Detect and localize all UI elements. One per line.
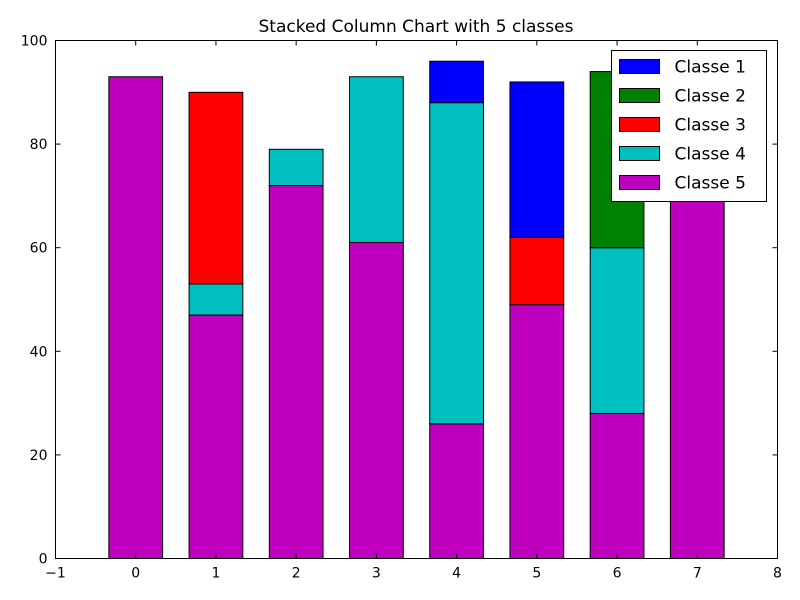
legend-label-classe-2: Classe 2 [675, 87, 746, 107]
x-tick-label: 5 [532, 566, 541, 582]
bar-classe-3-x5 [509, 236, 565, 306]
bar-classe-5-x1 [188, 314, 244, 560]
bar-classe-4-x6 [589, 247, 645, 414]
x-tick-label: 3 [372, 566, 381, 582]
bar-classe-1-x5 [509, 81, 565, 238]
x-tick-label: 8 [773, 566, 782, 582]
y-tick-label: 40 [30, 344, 48, 360]
bar-classe-5-x7 [669, 195, 725, 559]
bar-classe-5-x2 [268, 185, 324, 559]
x-tick-label: 0 [131, 566, 140, 582]
bar-classe-5-x0 [108, 76, 164, 559]
x-tick-label: 2 [292, 566, 301, 582]
bars-layer [108, 60, 725, 560]
bar-classe-4-x2 [268, 148, 324, 187]
legend-swatch-classe-1 [619, 59, 660, 74]
bar-classe-4-x4 [429, 102, 484, 425]
x-tick-label: 4 [452, 566, 461, 582]
bar-classe-4-x3 [349, 76, 404, 244]
bar-classe-1-x4 [429, 60, 484, 104]
legend-label-classe-5: Classe 5 [675, 174, 746, 194]
y-tick-label: 0 [39, 552, 48, 568]
legend-label-classe-1: Classe 1 [675, 58, 746, 78]
bar-classe-3-x1 [188, 91, 244, 285]
y-tick-label: 100 [21, 34, 48, 50]
bar-classe-5-x4 [429, 423, 484, 559]
x-tick-label: 6 [613, 566, 622, 582]
legend-swatch-classe-5 [619, 175, 660, 190]
legend-swatch-classe-2 [619, 88, 660, 103]
legend-swatch-classe-4 [619, 146, 660, 161]
legend-label-classe-3: Classe 3 [675, 116, 746, 136]
legend-swatch-classe-3 [619, 117, 660, 132]
legend: Classe 1 Classe 2 Classe 3 Classe 4 Classe 5 [611, 50, 767, 202]
bar-classe-5-x6 [589, 412, 645, 559]
bar-classe-4-x1 [188, 283, 244, 316]
x-tick-label: −1 [45, 566, 66, 582]
y-tick-label: 80 [30, 137, 48, 153]
bar-classe-5-x5 [509, 304, 565, 559]
x-tick-label: 7 [693, 566, 702, 582]
chart-title: Stacked Column Chart with 5 classes [259, 17, 574, 37]
y-tick-label: 20 [30, 448, 48, 464]
plot-frame [55, 40, 778, 559]
bar-classe-5-x3 [349, 242, 404, 560]
y-tick-label: 60 [30, 241, 48, 257]
x-tick-label: 1 [211, 566, 220, 582]
legend-label-classe-4: Classe 4 [675, 145, 746, 165]
